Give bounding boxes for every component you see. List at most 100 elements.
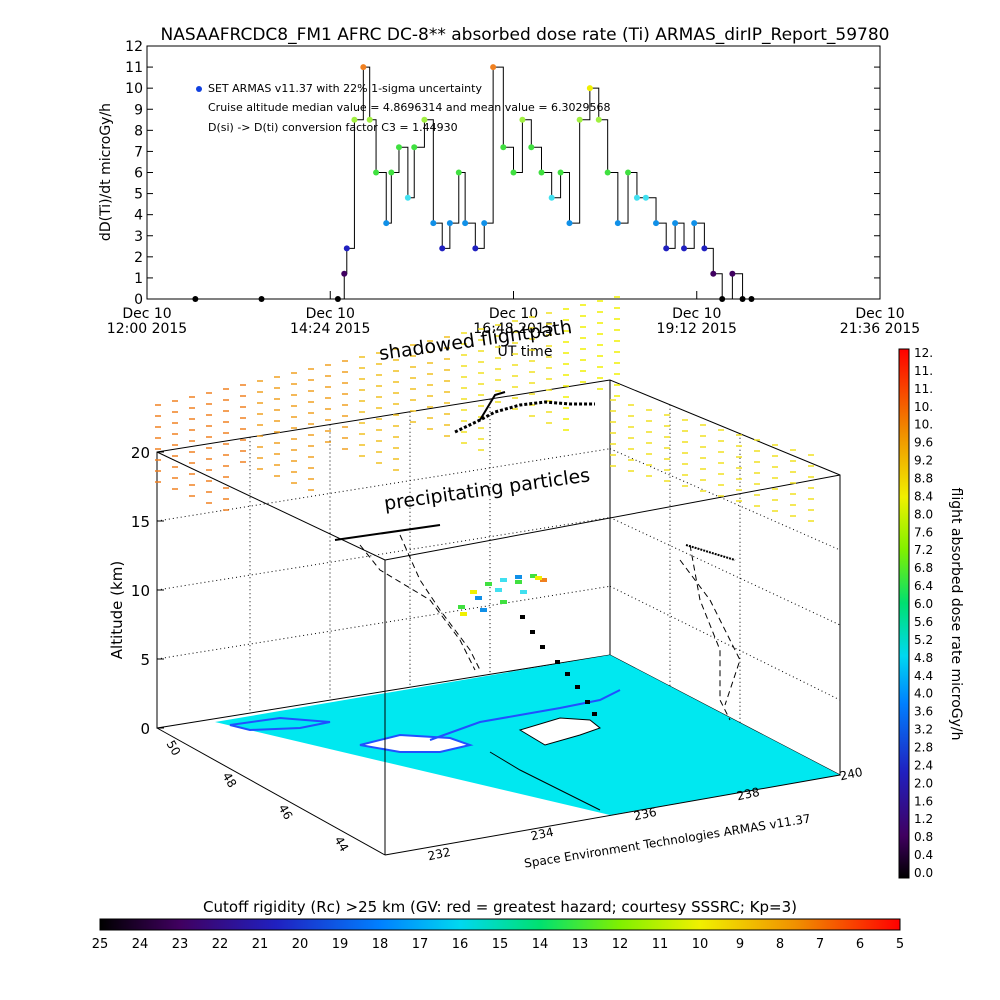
dose-point xyxy=(719,296,726,302)
dose-point xyxy=(411,144,418,151)
dose-point xyxy=(519,116,526,123)
lon-tick-label: 232 xyxy=(427,845,452,863)
x-tick-day: Dec 10 xyxy=(306,306,355,322)
rigidity-tick-label: 18 xyxy=(372,937,389,952)
annotation-precipitating-particles: precipitating particles xyxy=(383,464,592,515)
x-tick-time: 19:12 2015 xyxy=(657,321,737,337)
dose-colorbar-label: flight absorbed dose rate microGy/h xyxy=(948,488,964,741)
y-tick-label: 2 xyxy=(134,250,143,266)
coastline-south xyxy=(489,751,601,811)
flight-descent-marker xyxy=(592,712,597,716)
y-tick-label: 1 xyxy=(134,271,143,287)
lon-tick-label: 238 xyxy=(736,785,761,803)
x-tick-time: 12:00 2015 xyxy=(107,321,187,337)
flight-descent-marker xyxy=(520,615,525,619)
dose-point xyxy=(421,116,428,123)
dose-colorbar: 12. 11. 11. 10. 10. 9.6 9.2 8.8 8.4 8.0 7.6 7.2 6.8 6… xyxy=(898,346,964,880)
grid-line-h-right xyxy=(609,585,841,701)
y-tick-label: 12 xyxy=(125,39,143,55)
x-tick-time: 14:24 2015 xyxy=(290,321,370,337)
lat-tick-label: 44 xyxy=(332,834,352,854)
legend-marker xyxy=(196,86,202,92)
box-top-left-edge xyxy=(156,451,386,561)
dose-tick-label: 6.4 xyxy=(914,579,933,593)
precipitating-particles xyxy=(155,296,814,522)
dose-tick-label: 4.8 xyxy=(914,651,933,665)
projection-right-1 xyxy=(689,544,731,721)
dose-point xyxy=(633,194,640,201)
dose-point xyxy=(691,220,698,227)
x-tick-day: Dec 10 xyxy=(489,306,538,322)
rigidity-tick-label: 25 xyxy=(92,937,109,952)
dose-point xyxy=(455,169,462,176)
rigidity-tick-label: 9 xyxy=(736,937,744,952)
lat-tick-label: 48 xyxy=(220,770,240,790)
shadow-path-top xyxy=(454,400,595,434)
dose-point xyxy=(681,245,688,252)
flight-descent-marker xyxy=(575,685,580,689)
dose-point xyxy=(548,194,555,201)
flight-path-segment xyxy=(470,590,477,594)
dose-point xyxy=(388,169,395,176)
rigidity-tick-label: 19 xyxy=(332,937,349,952)
dose-tick-label: 3.6 xyxy=(914,705,933,719)
flight-path-segment xyxy=(515,575,522,579)
y-tick-label: 10 xyxy=(125,81,143,97)
lat-axis-line xyxy=(156,727,386,856)
dose-point xyxy=(258,296,265,302)
rigidity-tick-label: 8 xyxy=(776,937,784,952)
rigidity-tick-label: 24 xyxy=(132,937,149,952)
lat-tick-label: 50 xyxy=(164,738,184,758)
x-tick-time: 21:36 2015 xyxy=(840,321,920,337)
dose-tick-label: 6.8 xyxy=(914,561,933,575)
land-island xyxy=(359,733,474,753)
dose-series xyxy=(192,64,755,302)
flight-descent-marker xyxy=(540,645,545,649)
dose-point xyxy=(604,169,611,176)
longitude-ticks: 232 234 236 238 240 xyxy=(427,765,864,863)
grid-line-h xyxy=(156,448,611,522)
flight-path-3d xyxy=(458,574,597,716)
credit-text: Space Environment Technologies ARMAS v11… xyxy=(523,811,811,870)
flight-path-segment xyxy=(485,582,492,586)
dose-point xyxy=(528,144,535,151)
flight-path-segment xyxy=(460,612,467,616)
lon-tick-label: 240 xyxy=(839,765,864,783)
dose-tick-label: 7.2 xyxy=(914,543,933,557)
dose-tick-label: 5.6 xyxy=(914,615,933,629)
flight-path-segment xyxy=(458,605,465,609)
legend-line-3: D(si) -> D(ti) conversion factor C3 = 1.… xyxy=(208,121,458,134)
dose-point xyxy=(586,85,593,92)
dose-point xyxy=(510,169,517,176)
dose-point xyxy=(642,194,649,201)
dose-point xyxy=(373,169,380,176)
map-panel: shadowed flightpath precipitating partic… xyxy=(108,296,864,871)
top-y-label: dD(Ti)/dt microGy/h xyxy=(98,103,114,241)
rigidity-tick-label: 10 xyxy=(692,937,709,952)
rigidity-tick-label: 22 xyxy=(212,937,229,952)
altitude-tick-label: 20 xyxy=(131,444,150,462)
rigidity-colorbar-label: Cutoff rigidity (Rc) >25 km (GV: red = g… xyxy=(203,898,797,916)
dose-point xyxy=(383,220,390,227)
dose-point xyxy=(566,220,573,227)
dose-point xyxy=(404,194,411,201)
dose-point xyxy=(343,245,350,252)
dose-tick-label: 2.8 xyxy=(914,740,933,754)
altitude-ticks: 0 5 10 15 20 xyxy=(131,444,164,738)
dose-tick-label: 8.4 xyxy=(914,489,933,503)
dose-tick-label: 0.0 xyxy=(914,866,933,880)
dose-tick-label: 1.6 xyxy=(914,794,933,808)
grid-line-h-right xyxy=(609,517,841,626)
y-tick-label: 8 xyxy=(134,123,143,139)
figure-title: NASAAFRCDC8_FM1 AFRC DC-8** absorbed dos… xyxy=(161,25,890,45)
rigidity-tick-label: 12 xyxy=(612,937,629,952)
flight-descent-marker xyxy=(585,700,590,704)
coastline-north xyxy=(429,689,621,741)
projection-left-1 xyxy=(399,534,481,671)
dose-tick-label: 4.0 xyxy=(914,687,933,701)
dose-point xyxy=(653,220,660,227)
dose-point xyxy=(729,270,736,277)
dose-tick-label: 1.2 xyxy=(914,812,933,826)
dose-point xyxy=(462,220,469,227)
